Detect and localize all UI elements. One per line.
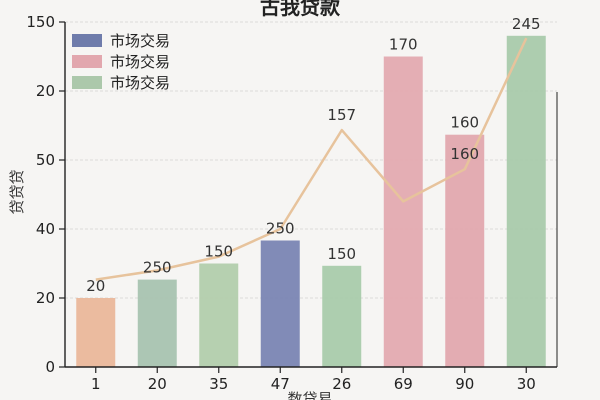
data-labels: 20 250 150 250 150 170 160 245 157 160 <box>86 15 540 295</box>
bar-value-label: 245 <box>512 15 541 33</box>
x-tick-label: 35 <box>209 375 228 393</box>
legend-label: 市场交易 <box>110 53 170 71</box>
legend-swatch <box>72 76 102 89</box>
bar-value-label: 20 <box>86 277 105 295</box>
y-axis-label: 贷贷贷 <box>8 169 26 214</box>
legend-label: 市场交易 <box>110 32 170 50</box>
bars <box>76 35 546 368</box>
bar-value-label: 250 <box>266 220 295 238</box>
bar <box>383 56 423 367</box>
y-tick-label: 40 <box>36 220 55 238</box>
x-axis-label: 数贷易 <box>287 390 332 400</box>
bar <box>199 263 239 367</box>
x-tick-label: 90 <box>455 375 474 393</box>
y-tick-label: 20 <box>36 289 55 307</box>
legend-swatch <box>72 34 102 47</box>
line-value-label: 157 <box>327 106 356 124</box>
x-tick-label: 47 <box>271 375 290 393</box>
y-tick-label: 0 <box>45 358 55 376</box>
y-tick-label: 150 <box>26 13 55 31</box>
bar-value-label: 150 <box>327 245 356 263</box>
x-tick-label: 20 <box>148 375 167 393</box>
bar <box>137 279 177 367</box>
y-tick-label: 50 <box>36 151 55 169</box>
line-value-label: 160 <box>450 145 479 163</box>
legend-swatch <box>72 55 102 68</box>
x-tick-label: 1 <box>91 375 101 393</box>
bar-value-label: 160 <box>450 114 479 132</box>
x-tick-label: 26 <box>332 375 351 393</box>
bar <box>76 298 116 367</box>
bar <box>506 35 546 368</box>
x-tick-label: 69 <box>394 375 413 393</box>
bar <box>322 265 362 367</box>
bar <box>445 134 485 367</box>
bar-value-label: 170 <box>389 36 418 54</box>
bar <box>260 240 300 367</box>
chart-title: 古我贷款 <box>260 0 341 19</box>
y-tick-label: 20 <box>36 82 55 100</box>
x-tick-label: 30 <box>517 375 536 393</box>
legend-label: 市场交易 <box>110 74 170 92</box>
bar-value-label: 150 <box>204 243 233 261</box>
bar-value-label: 250 <box>143 259 172 277</box>
trend-line <box>95 37 528 281</box>
axes: 0 20 40 50 20 150 1 20 35 47 26 69 90 30 <box>26 13 558 393</box>
trend-line-path <box>95 37 528 281</box>
